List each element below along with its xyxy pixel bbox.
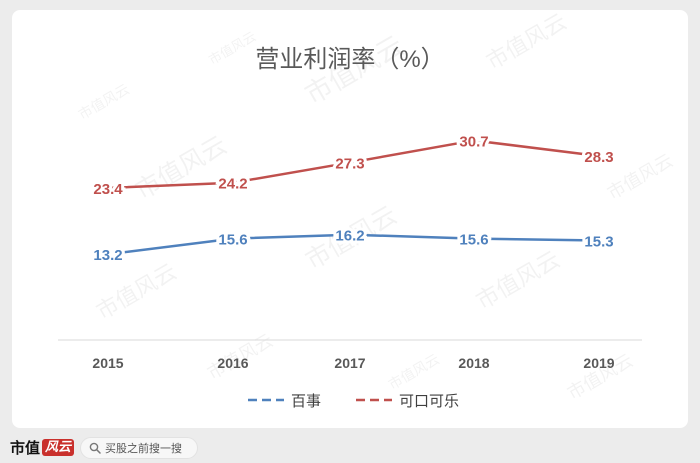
x-tick-label: 2017 [334,355,365,371]
search-placeholder: 买股之前搜一搜 [105,441,183,455]
x-tick-label: 2015 [92,355,123,371]
brand-logo[interactable]: 市值 风云 [10,437,75,458]
watermark-text: 市值风云 [472,247,565,316]
watermark-text: 市值风云 [131,130,232,205]
legend-label: 可口可乐 [399,392,459,410]
watermark-text: 市值风云 [93,260,182,326]
watermark-text: 市值风云 [206,29,259,69]
x-tick-label: 2019 [583,355,614,371]
brand-mark: 风云 [42,439,75,456]
x-tick-label: 2018 [458,355,489,371]
watermark-text: 市值风云 [76,81,133,124]
data-label: 27.3 [335,156,364,173]
chart-card: 市值风云 市值风云 市值风云 市值风云 市值风云 市值风云 市值风云 市值风云 市值风云 市值风云… [12,10,688,428]
brand-text: 市值 [10,439,41,457]
footer-bar: 市值 风云 买股之前搜一搜 [0,432,700,463]
data-label: 28.3 [584,149,613,166]
search-box[interactable]: 买股之前搜一搜 [80,436,199,459]
watermark-text: 市值风云 [483,10,572,75]
x-tick-label: 2016 [217,355,248,371]
data-label: 23.4 [93,181,123,198]
data-label: 30.7 [459,133,488,150]
watermark-text: 市值风云 [604,150,677,204]
data-label: 15.6 [459,232,488,249]
data-label: 24.2 [218,176,247,193]
data-label: 15.3 [584,234,613,251]
legend-label: 百事 [291,392,321,410]
data-label: 15.6 [218,232,247,249]
watermark-text: 市值风云 [386,351,443,394]
series-line-1 [106,233,601,256]
series-line-2 [106,139,601,190]
data-label: 13.2 [93,247,122,264]
data-label: 16.2 [335,228,364,245]
search-icon [89,442,101,454]
chart-title: 营业利润率（%） [255,46,444,73]
